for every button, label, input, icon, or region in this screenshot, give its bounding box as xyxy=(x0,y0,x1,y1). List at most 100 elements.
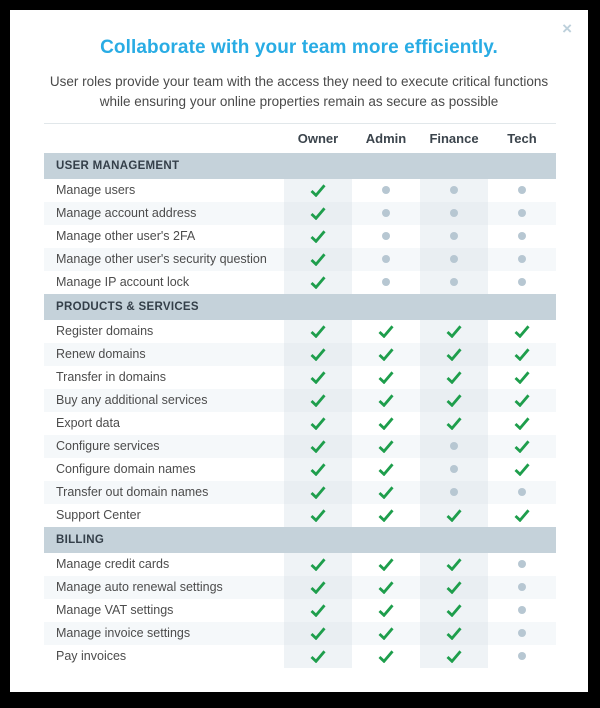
permission-label: Pay invoices xyxy=(56,649,127,663)
check-icon xyxy=(446,508,462,522)
permission-label: Manage other user's 2FA xyxy=(56,229,196,243)
check-icon xyxy=(446,324,462,338)
access-granted-cell xyxy=(284,503,352,527)
check-icon xyxy=(310,206,326,220)
check-icon xyxy=(514,370,530,384)
dot-icon xyxy=(382,255,390,263)
column-header-admin: Admin xyxy=(365,130,407,146)
permission-label: Manage users xyxy=(56,183,136,197)
check-icon xyxy=(310,393,326,407)
dot-icon xyxy=(518,209,526,217)
access-denied-cell xyxy=(488,202,556,225)
permission-row: Configure services xyxy=(44,434,556,458)
check-icon xyxy=(514,508,530,522)
access-granted-cell xyxy=(284,178,352,202)
access-granted-cell xyxy=(420,644,488,668)
permission-label: Manage credit cards xyxy=(56,557,170,571)
access-granted-cell xyxy=(488,389,556,412)
column-header-row: Owner Admin Finance Tech xyxy=(44,124,556,153)
dot-icon xyxy=(518,583,526,591)
access-granted-cell xyxy=(284,644,352,668)
check-icon xyxy=(378,370,394,384)
check-icon xyxy=(310,649,326,663)
access-granted-cell xyxy=(284,342,352,366)
access-granted-cell xyxy=(488,504,556,527)
dot-icon xyxy=(450,255,458,263)
access-granted-cell xyxy=(488,458,556,481)
permission-label: Renew domains xyxy=(56,347,146,361)
access-denied-cell xyxy=(420,224,488,248)
permission-label: Manage IP account lock xyxy=(56,275,190,289)
access-denied-cell xyxy=(488,179,556,202)
dot-icon xyxy=(450,278,458,286)
check-icon xyxy=(446,626,462,640)
access-denied-cell xyxy=(420,480,488,504)
dot-icon xyxy=(518,255,526,263)
table-section: PRODUCTS & SERVICES Register domains Renew… xyxy=(44,293,556,527)
dot-icon xyxy=(518,629,526,637)
check-icon xyxy=(310,324,326,338)
check-icon xyxy=(310,485,326,499)
access-denied-cell xyxy=(488,576,556,599)
check-icon xyxy=(378,324,394,338)
permission-row: Manage account address xyxy=(44,201,556,225)
table-section: BILLING Manage credit cards Manage auto re… xyxy=(44,526,556,668)
permission-row: Support Center xyxy=(44,503,556,527)
permission-label: Configure domain names xyxy=(56,462,196,476)
check-icon xyxy=(514,439,530,453)
access-denied-cell xyxy=(420,457,488,481)
access-granted-cell xyxy=(284,319,352,343)
check-icon xyxy=(378,508,394,522)
dot-icon xyxy=(518,232,526,240)
permission-row: Export data xyxy=(44,411,556,435)
access-granted-cell xyxy=(352,599,420,622)
access-denied-cell xyxy=(352,248,420,271)
access-denied-cell xyxy=(420,270,488,294)
section-heading: BILLING xyxy=(44,526,556,553)
permission-label: Manage other user's security question xyxy=(56,252,267,266)
access-granted-cell xyxy=(352,366,420,389)
dot-icon xyxy=(382,278,390,286)
permission-row: Register domains xyxy=(44,319,556,343)
access-granted-cell xyxy=(284,388,352,412)
permission-label: Export data xyxy=(56,416,120,430)
check-icon xyxy=(310,557,326,571)
check-icon xyxy=(378,393,394,407)
section-heading: PRODUCTS & SERVICES xyxy=(44,293,556,320)
modal-subtitle: User roles provide your team with the ac… xyxy=(49,74,549,110)
access-granted-cell xyxy=(420,319,488,343)
dot-icon xyxy=(450,232,458,240)
dot-icon xyxy=(450,488,458,496)
access-granted-cell xyxy=(420,365,488,389)
access-granted-cell xyxy=(488,320,556,343)
permission-label: Register domains xyxy=(56,324,154,338)
access-granted-cell xyxy=(488,435,556,458)
check-icon xyxy=(378,416,394,430)
close-icon[interactable]: × xyxy=(562,19,572,38)
access-granted-cell xyxy=(420,503,488,527)
check-icon xyxy=(446,370,462,384)
check-icon xyxy=(514,347,530,361)
check-icon xyxy=(310,626,326,640)
access-denied-cell xyxy=(488,599,556,622)
access-granted-cell xyxy=(352,343,420,366)
roles-permissions-table: Owner Admin Finance Tech USER MANAGEMENT Mana… xyxy=(44,122,556,668)
permission-row: Manage VAT settings xyxy=(44,598,556,622)
permission-label: Manage auto renewal settings xyxy=(56,580,223,594)
check-icon xyxy=(378,603,394,617)
section-heading: USER MANAGEMENT xyxy=(44,152,556,179)
access-granted-cell xyxy=(352,504,420,527)
check-icon xyxy=(446,649,462,663)
permission-label: Configure services xyxy=(56,439,160,453)
access-denied-cell xyxy=(420,201,488,225)
permission-row: Buy any additional services xyxy=(44,388,556,412)
access-granted-cell xyxy=(352,553,420,576)
access-granted-cell xyxy=(352,645,420,668)
access-granted-cell xyxy=(488,366,556,389)
check-icon xyxy=(446,603,462,617)
check-icon xyxy=(378,580,394,594)
dot-icon xyxy=(450,465,458,473)
dot-icon xyxy=(382,232,390,240)
check-icon xyxy=(310,275,326,289)
check-icon xyxy=(310,370,326,384)
